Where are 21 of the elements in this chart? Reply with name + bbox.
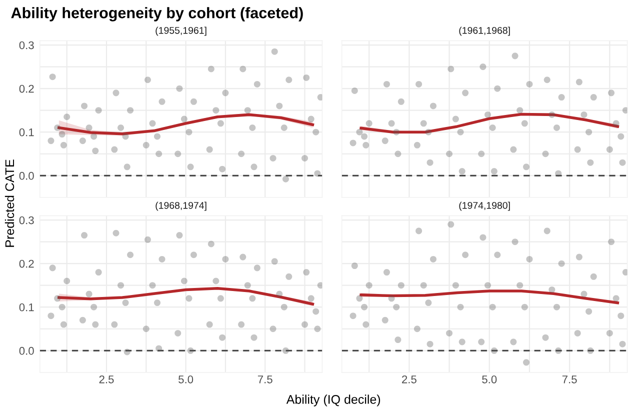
y-tick-label: 0.0 [19,172,34,180]
x-tick-label: 7.5 [562,376,577,384]
chart-subtitle: (1961,1968] [459,26,510,36]
y-tick-label: 0.3 [19,216,34,224]
y-tick-label: 0.3 [19,41,34,50]
y-tick-label: 0.2 [19,84,34,93]
chart-title: Ability heterogeneity by cohort (faceted) [11,7,303,22]
chart-subtitle: (1968,1974] [156,202,206,211]
x-axis-title: Ability (IQ decile) [286,394,380,406]
y-tick-label: 0.0 [19,346,34,355]
y-tick-label: 0.2 [19,260,34,268]
x-tick-label: 2.5 [402,375,416,384]
chart-subtitle: (1974,1980] [459,202,510,211]
x-tick-label: 5.0 [482,375,497,384]
x-tick-label: 7.5 [258,376,272,384]
x-tick-label: 2.5 [99,375,114,384]
y-tick-label: 0.1 [19,128,34,136]
y-tick-label: 0.1 [19,303,34,312]
x-tick-label: 5.0 [178,375,194,384]
chart-subtitle: (1955,1961] [156,26,206,36]
y-axis-title: Predicted CATE [4,160,14,247]
